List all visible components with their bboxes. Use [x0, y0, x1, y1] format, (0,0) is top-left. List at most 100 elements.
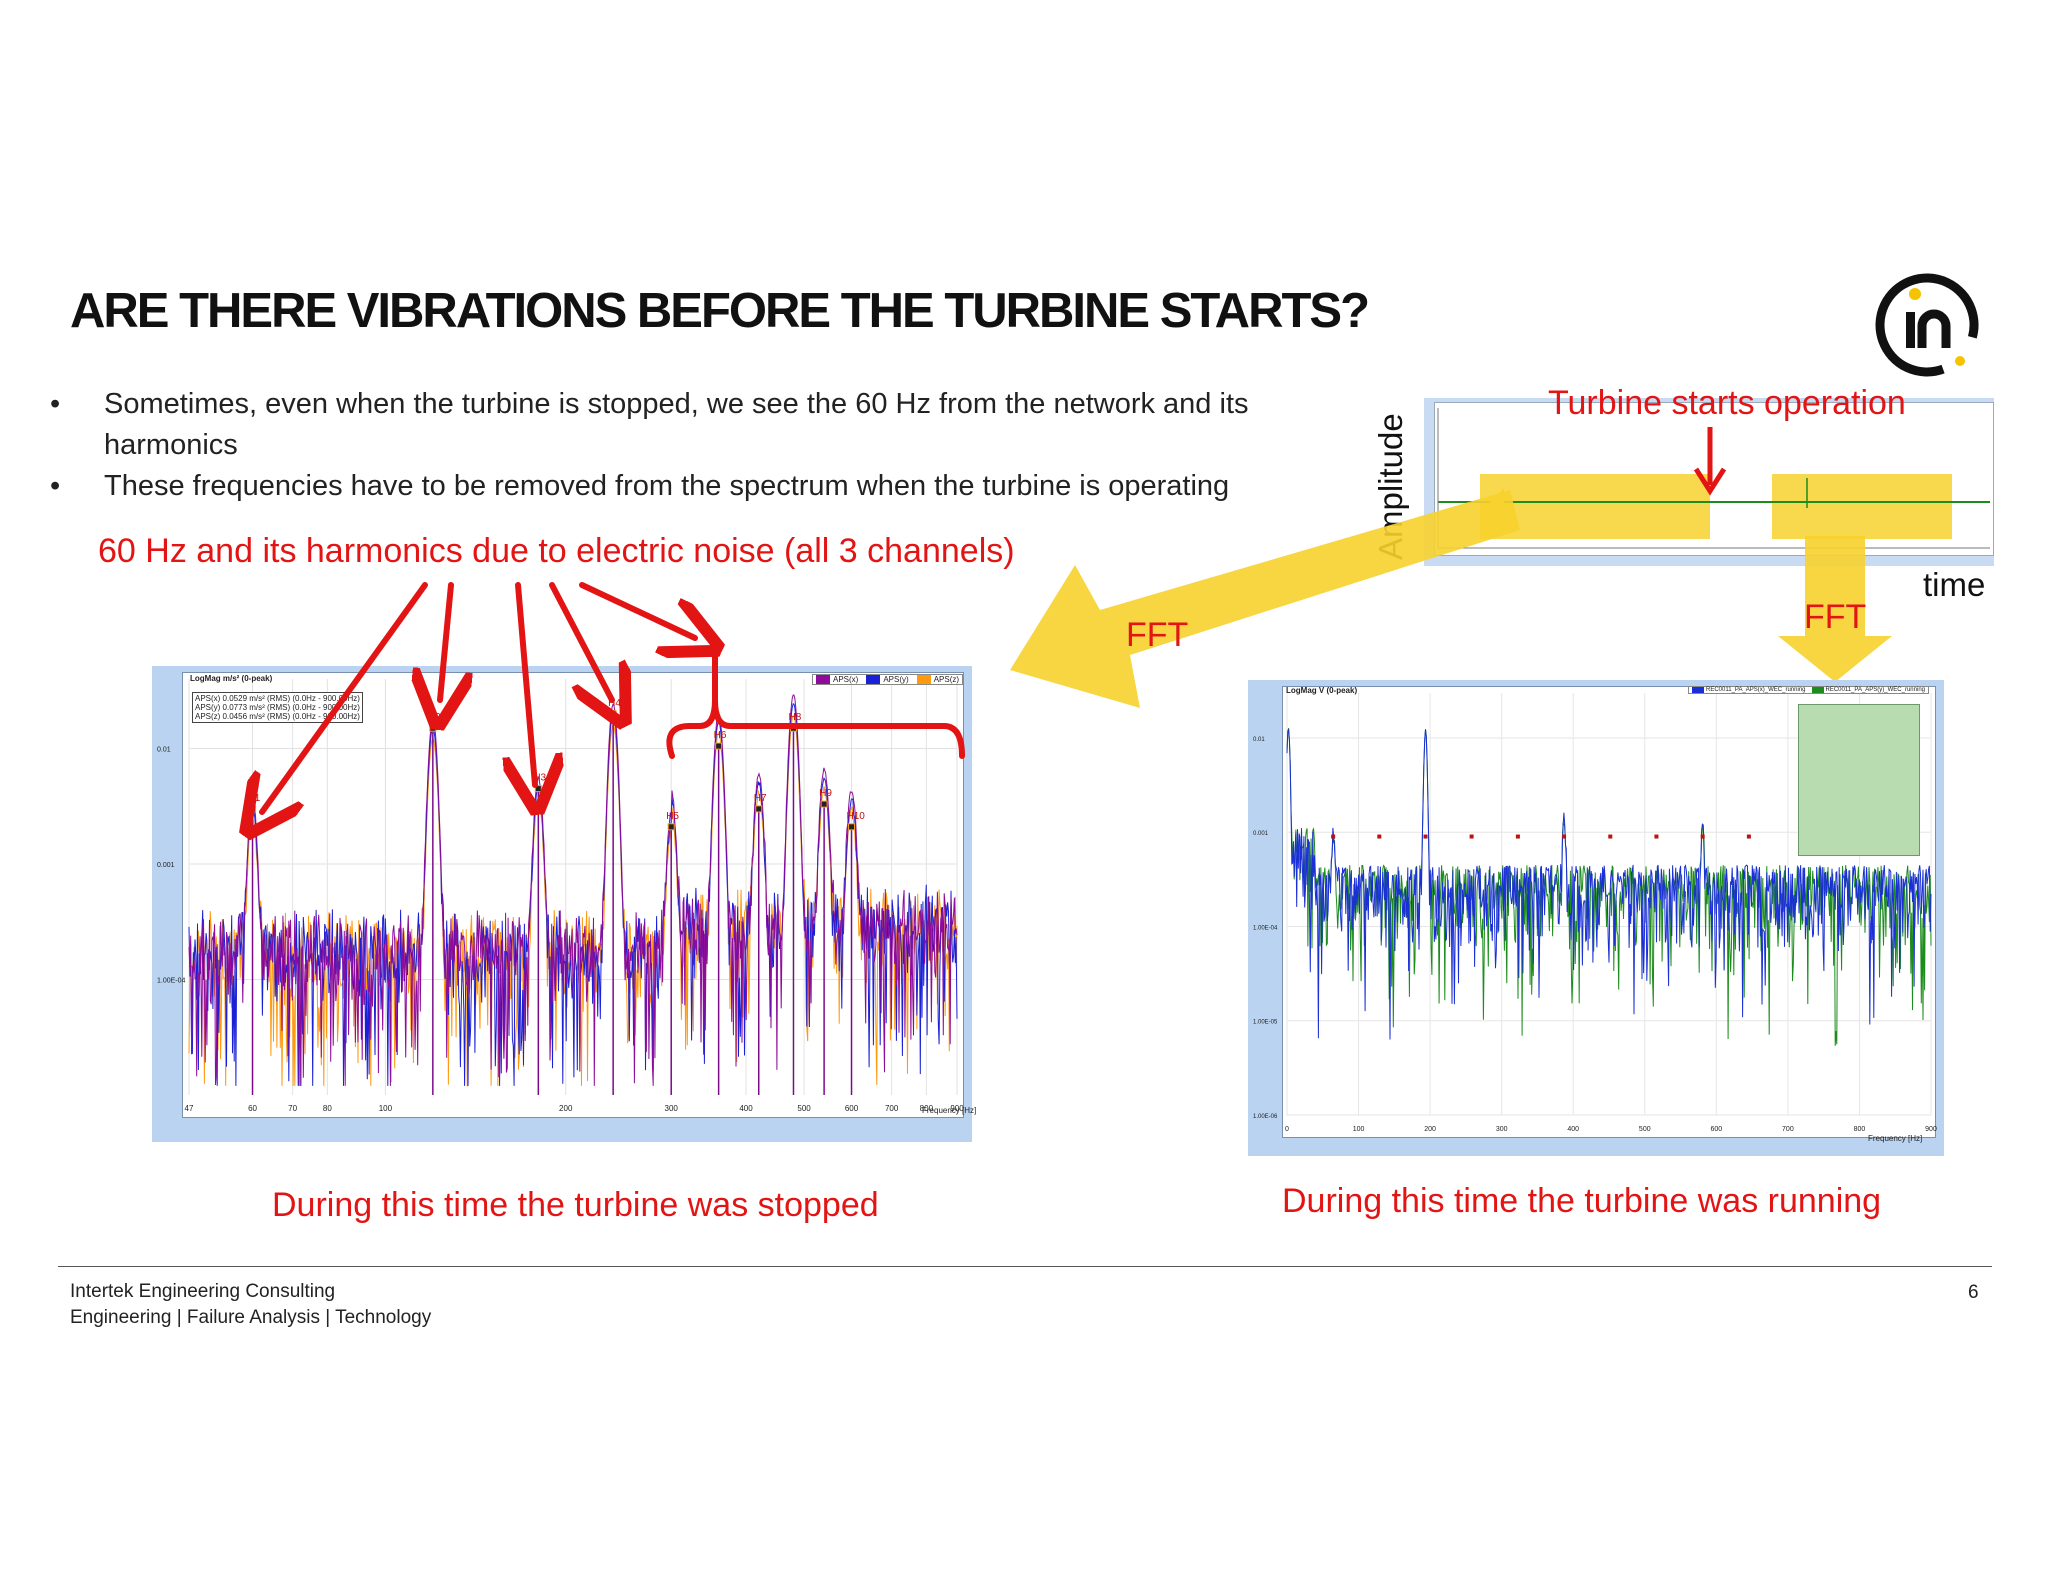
harmonic-label: H5 [666, 811, 679, 822]
legend-item: APS(y) [866, 675, 909, 684]
y-tick-label: 0.001 [1253, 831, 1269, 837]
y-tick-label: 1.00E-04 [1253, 925, 1278, 931]
turbine-start-arrow-icon [1693, 427, 1727, 496]
arrow-h1 [262, 582, 428, 812]
caption-stopped: During this time the turbine was stopped [272, 1186, 879, 1224]
harmonics-bracket [666, 651, 965, 759]
peak-marker [1331, 834, 1336, 839]
legend-item: REC0011_PA_APS(y)_WEC_running [1811, 687, 1925, 693]
peak-marker [1515, 834, 1520, 839]
legend-item: APS(x) [816, 675, 858, 684]
arrow-h4 [549, 582, 612, 700]
x-tick-label: 100 [379, 1104, 393, 1113]
slide-title: ARE THERE VIBRATIONS BEFORE THE TURBINE … [70, 284, 1370, 338]
harmonic-label: H10 [847, 811, 866, 822]
x-tick-label: 600 [1710, 1126, 1722, 1133]
intertek-logo-icon [1875, 273, 1979, 377]
x-tick-label: 400 [1567, 1126, 1579, 1133]
harmonic-label: H8 [788, 712, 801, 723]
harmonic-marker [848, 823, 856, 831]
running-spectrum-chart: 0 100 200 300 400 500 600 700 800 900 0.01 0.001 1.0… [1248, 680, 1944, 1156]
x-tick-label: 600 [845, 1104, 859, 1113]
x-tick-label: 900 [950, 1104, 964, 1113]
running-legend: REC0011_PA_APS(x)_WEC_running REC0011_PA… [1688, 686, 1929, 694]
running-peak-table [1798, 704, 1920, 856]
stopped-legend: APS(x) APS(y) APS(z) [812, 674, 964, 685]
harmonic-label: H7 [754, 793, 767, 804]
peak-marker [1608, 834, 1613, 839]
bullet-item: • Sometimes, even when the turbine is st… [50, 384, 1370, 466]
caption-running: During this time the turbine was running [1282, 1182, 1882, 1220]
x-tick-label: 80 [323, 1104, 332, 1113]
x-tick-label: 700 [885, 1104, 899, 1113]
bullet-item: • These frequencies have to be removed f… [50, 466, 1370, 507]
annotation-arrows [0, 582, 965, 1200]
y-tick-label: 0.001 [157, 862, 175, 869]
peak-marker [1654, 834, 1659, 839]
bullet-text: These frequencies have to be removed fro… [104, 470, 1230, 502]
y-tick-label: 1.00E-04 [157, 978, 186, 985]
x-tick-label: 200 [1424, 1126, 1436, 1133]
running-x-axis-label: Frequency [Hz] [1868, 1134, 1923, 1143]
x-tick-label: 800 [920, 1104, 934, 1113]
harmonic-marker [715, 742, 723, 750]
stopped-spectrum-svg: 47 60 70 80 100 200 300 400 500 600 700 800 900 0.01 0… [157, 679, 964, 1113]
x-tick-label: 60 [248, 1104, 257, 1113]
y-tick-label: 0.01 [1253, 737, 1265, 743]
highlight-after-start [1772, 474, 1952, 539]
arrow-bracket [579, 582, 695, 638]
peak-marker [1746, 834, 1751, 839]
bullet-text: Sometimes, even when the turbine is stop… [104, 388, 1249, 461]
x-tick-label: 200 [559, 1104, 573, 1113]
stopped-y-axis-label: LogMag m/s² (0-peak) [190, 674, 273, 683]
fft-label-left: FFT [1126, 616, 1189, 654]
harmonic-label: H6 [714, 730, 727, 741]
y-tick-label: 0.01 [157, 747, 171, 754]
x-tick-label: 47 [185, 1104, 194, 1113]
series-line-x [1286, 728, 1932, 1040]
peak-marker [1423, 834, 1428, 839]
page-number: 6 [1968, 1282, 1979, 1303]
x-tick-label: 400 [739, 1104, 753, 1113]
stopped-x-axis-label: Frequency [Hz] [922, 1106, 977, 1115]
arrow-h2 [440, 582, 451, 700]
peak-marker [1377, 834, 1382, 839]
peak-marker [1700, 834, 1705, 839]
fft-arrow-right-icon [1778, 536, 1892, 682]
bullet-marker: • [50, 388, 61, 420]
x-tick-label: 300 [665, 1104, 679, 1113]
fft-label-right: FFT [1804, 598, 1867, 636]
stats-line: APS(z) 0.0456 m/s² (RMS) (0.0Hz - 900.00… [195, 712, 360, 721]
legend-item: APS(z) [916, 675, 959, 684]
y-tick-label: 1.00E-06 [1253, 1114, 1278, 1120]
x-tick-label: 100 [1353, 1126, 1365, 1133]
x-tick-label: 70 [288, 1104, 297, 1113]
time-axis-label: time [1923, 566, 1986, 603]
stats-line: APS(x) 0.0529 m/s² (RMS) (0.0Hz - 900.00… [195, 694, 360, 703]
footer-divider [58, 1266, 1992, 1267]
x-tick-label: 500 [1639, 1126, 1651, 1133]
y-tick-label: 1.00E-05 [1253, 1020, 1278, 1026]
turbine-starts-label: Turbine starts operation [1548, 384, 1906, 422]
legend-item: REC0011_PA_APS(x)_WEC_running [1692, 687, 1806, 693]
harmonic-marker [820, 800, 828, 808]
running-y-axis-label: LogMag V (0-peak) [1286, 686, 1358, 695]
arrow-h3 [518, 582, 535, 785]
bullet-marker: • [50, 470, 61, 502]
footer-services: Engineering | Failure Analysis | Technol… [70, 1307, 432, 1328]
x-tick-label: 700 [1782, 1126, 1794, 1133]
stats-line: APS(y) 0.0773 m/s² (RMS) (0.0Hz - 900.00… [195, 703, 360, 712]
bullet-list: • Sometimes, even when the turbine is st… [50, 384, 1370, 507]
series-line-apsx [188, 694, 958, 1086]
harmonic-marker [667, 823, 675, 831]
harmonic-marker [755, 805, 763, 813]
x-tick-label: 800 [1854, 1126, 1866, 1133]
x-tick-label: 0 [1285, 1126, 1289, 1133]
x-tick-label: 500 [797, 1104, 811, 1113]
peak-marker [1469, 834, 1474, 839]
harmonic-label: H9 [819, 788, 832, 799]
fft-arrow-left-icon [1010, 490, 1520, 708]
noise-annotation: 60 Hz and its harmonics due to electric … [98, 532, 1015, 570]
x-tick-label: 300 [1496, 1126, 1508, 1133]
peak-marker [1562, 834, 1567, 839]
